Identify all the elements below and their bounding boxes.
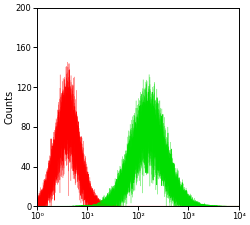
Y-axis label: Counts: Counts: [4, 90, 14, 124]
